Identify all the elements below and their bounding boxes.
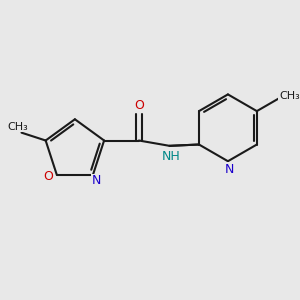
Text: CH₃: CH₃ [7, 122, 28, 132]
Text: O: O [134, 99, 144, 112]
Text: O: O [43, 170, 53, 183]
Text: N: N [225, 163, 234, 176]
Text: NH: NH [162, 150, 181, 163]
Text: N: N [92, 174, 101, 188]
Text: CH₃: CH₃ [279, 91, 300, 101]
